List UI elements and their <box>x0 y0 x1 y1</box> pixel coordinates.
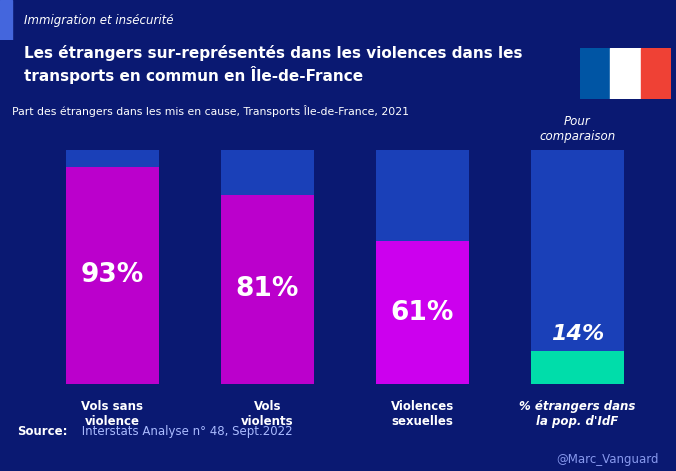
Bar <box>0 0 12 40</box>
Text: 14%: 14% <box>551 324 604 344</box>
Text: Immigration et insécurité: Immigration et insécurité <box>24 14 173 27</box>
Text: % étrangers dans
la pop. d'IdF: % étrangers dans la pop. d'IdF <box>519 400 635 428</box>
Bar <box>610 48 641 99</box>
Bar <box>221 195 314 384</box>
Text: Violences
sexuelles: Violences sexuelles <box>391 400 454 428</box>
Bar <box>376 242 468 384</box>
Text: 93%: 93% <box>80 262 144 288</box>
Text: Source:: Source: <box>17 425 68 439</box>
Bar <box>221 150 314 384</box>
Bar <box>66 167 159 384</box>
Bar <box>641 48 671 99</box>
Text: Interstats Analyse n° 48, Sept.2022: Interstats Analyse n° 48, Sept.2022 <box>78 425 292 439</box>
Text: @Marc_Vanguard: @Marc_Vanguard <box>556 453 659 466</box>
Text: Les étrangers sur-représentés dans les violences dans les
transports en commun e: Les étrangers sur-représentés dans les v… <box>24 45 522 84</box>
Text: Vols sans
violence: Vols sans violence <box>81 400 143 428</box>
Bar <box>376 150 468 384</box>
Text: Vols
violents: Vols violents <box>241 400 293 428</box>
Bar <box>531 150 624 384</box>
Text: 81%: 81% <box>235 276 299 302</box>
Bar <box>66 150 159 384</box>
Bar <box>531 351 624 384</box>
Text: Part des étrangers dans les mis en cause, Transports Île-de-France, 2021: Part des étrangers dans les mis en cause… <box>12 105 409 117</box>
Bar <box>580 48 610 99</box>
Text: Pour
comparaison: Pour comparaison <box>539 115 615 144</box>
Text: 61%: 61% <box>391 300 454 325</box>
